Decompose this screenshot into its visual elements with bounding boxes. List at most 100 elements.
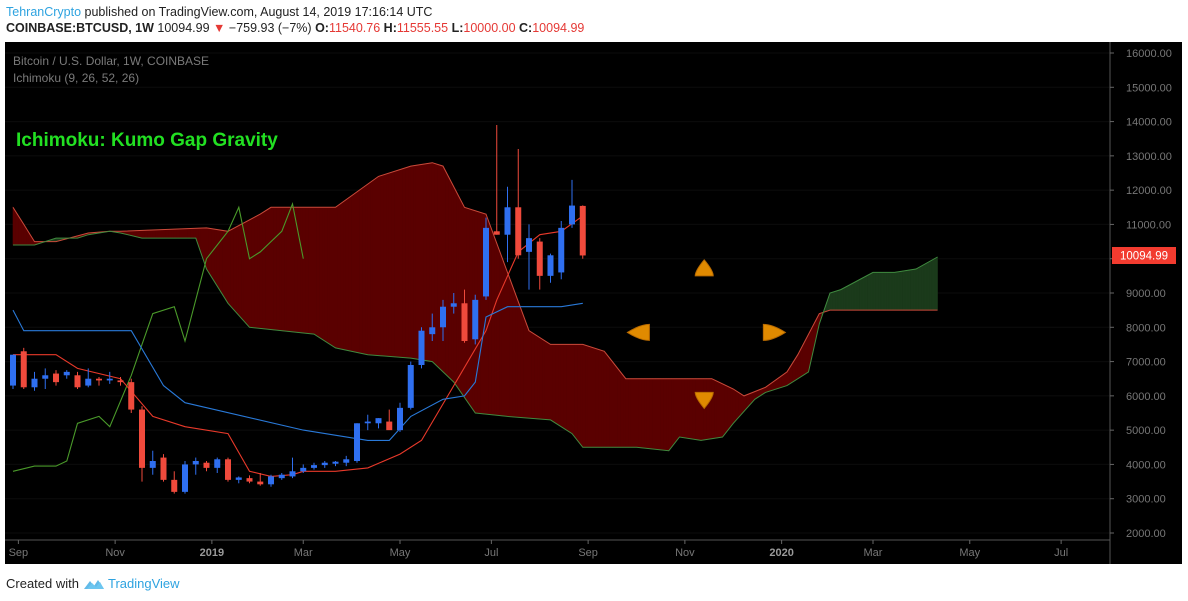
candle[interactable] (354, 423, 360, 463)
kumo-segment (302, 206, 307, 334)
candle[interactable] (139, 406, 145, 482)
candle[interactable] (225, 457, 231, 482)
kumo-segment (555, 344, 559, 426)
candle[interactable] (493, 125, 500, 235)
kumo-segment (332, 206, 336, 349)
candle[interactable] (257, 473, 264, 486)
candle[interactable] (160, 454, 167, 482)
tradingview-link[interactable]: TradingView (107, 576, 180, 591)
candle[interactable] (246, 475, 253, 484)
candle[interactable] (278, 473, 285, 480)
candle[interactable] (440, 299, 446, 341)
y-tick-label: 12000.00 (1126, 185, 1172, 197)
candle[interactable] (96, 377, 102, 386)
indicator-label[interactable]: Ichimoku (9, 26, 52, 26) (13, 71, 139, 85)
kumo-segment (544, 340, 549, 420)
candle[interactable] (63, 370, 70, 379)
kumo-segment (160, 229, 164, 239)
candle[interactable] (74, 371, 81, 389)
kumo-segment (888, 272, 893, 311)
candle[interactable] (483, 217, 489, 300)
candle[interactable] (53, 370, 59, 386)
annotation-title: Ichimoku: Kumo Gap Gravity (16, 130, 278, 151)
kumo-segment (719, 382, 723, 438)
candle[interactable] (192, 457, 199, 475)
kumo-segment (415, 164, 420, 360)
kumo-segment (192, 227, 197, 239)
candle[interactable] (515, 149, 522, 259)
candle[interactable] (407, 361, 414, 410)
candle[interactable] (106, 371, 113, 384)
candle[interactable] (321, 461, 328, 468)
candle[interactable] (386, 409, 393, 431)
candle[interactable] (504, 186, 511, 263)
kumo-segment (507, 272, 511, 417)
kumo-segment (230, 227, 234, 311)
candle[interactable] (171, 471, 178, 494)
candle[interactable] (20, 347, 27, 389)
kumo-segment (921, 263, 925, 311)
candle[interactable] (579, 205, 586, 259)
candle[interactable] (429, 313, 436, 341)
kumo-segment (340, 200, 344, 350)
kumo-segment (12, 206, 16, 246)
kumo-segment (692, 378, 696, 440)
candle[interactable] (117, 377, 124, 386)
candle[interactable] (42, 368, 49, 389)
symbol-label: COINBASE:BTCUSD, 1W (6, 21, 154, 35)
candle[interactable] (182, 461, 188, 494)
candle[interactable] (364, 414, 371, 431)
kumo-segment (689, 378, 694, 440)
candle[interactable] (547, 253, 554, 283)
candle[interactable] (300, 464, 307, 473)
candle[interactable] (268, 474, 274, 487)
candle[interactable] (10, 354, 16, 389)
kumo-segment (703, 378, 707, 441)
kumo-segment (878, 272, 882, 311)
candle[interactable] (85, 368, 92, 388)
candle[interactable] (203, 461, 210, 472)
candle-body (343, 459, 350, 463)
kumo-segment (233, 226, 237, 314)
candle-body (171, 479, 178, 492)
symbol-line: COINBASE:BTCUSD, 1W 10094.99 ▼ −759.93 (… (6, 21, 584, 35)
candle[interactable] (569, 179, 575, 228)
target-arrow-down-icon (694, 391, 714, 410)
candle[interactable] (332, 461, 339, 467)
kumo-segment (168, 228, 172, 239)
candle[interactable] (461, 289, 468, 343)
candle[interactable] (418, 327, 425, 369)
candle[interactable] (450, 293, 457, 314)
y-tick-label: 2000.00 (1126, 528, 1166, 540)
candle[interactable] (558, 221, 565, 280)
candle[interactable] (128, 378, 135, 413)
candle[interactable] (526, 224, 532, 290)
candle[interactable] (343, 455, 350, 467)
kumo-segment (241, 222, 245, 323)
kumo-segment (738, 391, 742, 419)
candle-body (214, 459, 221, 468)
kumo-segment (504, 265, 508, 417)
candle[interactable] (397, 402, 403, 432)
y-tick-label: 11000.00 (1126, 219, 1171, 231)
kumo-segment (655, 378, 659, 450)
kumo-segment (278, 206, 283, 332)
low-value: 10000.00 (463, 21, 516, 35)
candle[interactable] (235, 476, 242, 484)
kumo-segment (458, 196, 463, 395)
candle[interactable] (149, 450, 156, 475)
candle[interactable] (472, 294, 479, 345)
candle[interactable] (214, 457, 221, 473)
kumo-segment (157, 229, 162, 239)
candle[interactable] (311, 462, 317, 470)
price-chart[interactable]: Bitcoin / U.S. Dollar, 1W, COINBASE Ichi… (5, 42, 1182, 564)
candle[interactable] (289, 457, 296, 479)
candle-body (257, 481, 264, 485)
kumo-segment (698, 378, 702, 441)
candle[interactable] (536, 238, 543, 290)
candle[interactable] (375, 418, 382, 429)
author-link[interactable]: TehranCrypto (6, 5, 82, 19)
chart-frame[interactable]: Bitcoin / U.S. Dollar, 1W, COINBASE Ichi… (5, 42, 1182, 564)
candle[interactable] (31, 371, 38, 391)
chart-title: Bitcoin / U.S. Dollar, 1W, COINBASE (13, 54, 209, 68)
